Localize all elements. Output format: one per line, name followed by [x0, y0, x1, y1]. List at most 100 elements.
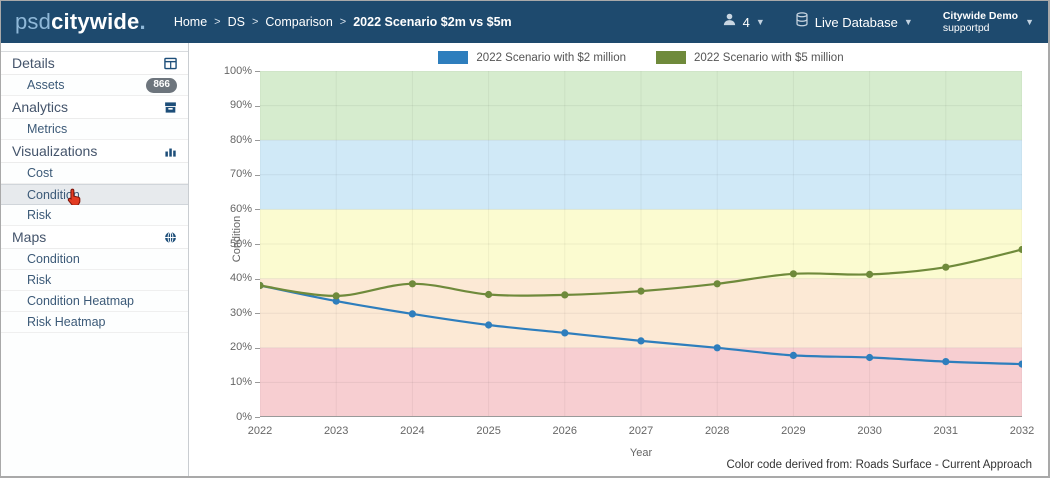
y-tick-mark — [255, 71, 260, 72]
x-tick-label: 2027 — [628, 425, 654, 437]
sidebar-item-label: Condition Heatmap — [27, 294, 135, 308]
data-point[interactable] — [485, 321, 493, 329]
person-icon — [722, 12, 737, 32]
condition-band — [260, 209, 1022, 279]
users-dropdown[interactable]: 4 ▼ — [722, 12, 765, 32]
condition-band — [260, 71, 1022, 141]
sidebar: Details Assets 866 Analytics Metrics Visualiz… — [1, 43, 189, 476]
x-tick-label: 2022 — [247, 425, 273, 437]
chevron-down-icon: ▼ — [903, 16, 913, 27]
x-tick-label: 2025 — [476, 425, 501, 437]
sidebar-item-assets[interactable]: Assets 866 — [1, 75, 188, 96]
y-tick-label: 0% — [236, 410, 252, 423]
chart-plot — [256, 70, 1026, 418]
breadcrumb-link[interactable]: Home — [173, 15, 208, 29]
y-tick-mark — [255, 382, 260, 384]
y-tick-label: 100% — [223, 64, 252, 77]
database-icon — [795, 12, 809, 32]
chart-panel: 2022 Scenario with $2 million 2022 Scenar… — [190, 43, 1048, 476]
y-tick-label: 50% — [229, 237, 252, 250]
data-point[interactable] — [561, 291, 569, 299]
sidebar-section-label: Maps — [12, 229, 47, 245]
y-tick-mark — [255, 417, 260, 418]
data-point[interactable] — [332, 292, 340, 300]
y-tick-label: 60% — [229, 202, 252, 215]
top-navbar: psdcitywide. Home > DS > Comparison >2022 Sce… — [1, 1, 1048, 43]
y-tick-mark — [255, 105, 260, 107]
sidebar-item-label: Assets — [27, 78, 65, 92]
sidebar-item-cost[interactable]: Cost — [1, 163, 188, 184]
color-code-note: Color code derived from: Roads Surface -… — [726, 459, 1032, 471]
table-icon — [164, 57, 177, 70]
breadcrumb-link[interactable]: Comparison — [265, 15, 333, 29]
x-tick-label: 2028 — [704, 425, 730, 437]
y-tick-mark — [255, 347, 260, 349]
sidebar-item-condition[interactable]: Condition — [1, 249, 188, 270]
data-point[interactable] — [942, 263, 950, 271]
database-dropdown[interactable]: Live Database ▼ — [795, 12, 913, 32]
data-point[interactable] — [789, 270, 798, 278]
sidebar-item-label: Risk — [27, 208, 52, 222]
user-count: 4 — [742, 14, 750, 30]
legend-label: 2022 Scenario with $5 million — [694, 51, 844, 64]
asset-count-badge: 866 — [146, 77, 177, 93]
breadcrumb: Home > DS > Comparison >2022 Scenario $2m vs … — [174, 15, 512, 29]
x-axis-title: Year — [629, 447, 653, 459]
sidebar-section-details[interactable]: Details — [1, 52, 188, 75]
database-label: Live Database — [814, 14, 898, 30]
data-point[interactable] — [866, 270, 874, 278]
sidebar-item-risk[interactable]: Risk — [1, 205, 188, 226]
y-tick-label: 80% — [229, 133, 252, 146]
sidebar-item-condition-heatmap[interactable]: Condition Heatmap — [1, 291, 188, 312]
account-user: supportpd — [942, 22, 990, 34]
sidebar-section-maps[interactable]: Maps — [1, 226, 188, 249]
data-point[interactable] — [408, 280, 416, 288]
data-point[interactable] — [408, 310, 416, 318]
chevron-down-icon: ▼ — [755, 16, 765, 27]
y-tick-mark — [255, 209, 260, 211]
sidebar-item-label: Risk Heatmap — [27, 315, 106, 329]
sidebar-section-analytics[interactable]: Analytics — [1, 96, 188, 119]
x-tick-label: 2026 — [552, 425, 578, 437]
data-point[interactable] — [561, 329, 569, 337]
sidebar-section-label: Details — [12, 55, 55, 71]
data-point[interactable] — [485, 290, 493, 299]
data-point[interactable] — [942, 358, 950, 366]
x-tick-label: 2031 — [933, 425, 959, 437]
sidebar-item-label: Condition — [27, 187, 80, 202]
breadcrumb-current: 2022 Scenario $2m vs $5m — [353, 15, 512, 29]
sidebar-section-label: Analytics — [12, 99, 69, 115]
globe-icon — [164, 231, 177, 244]
psd-citywide-logo[interactable]: psdcitywide. — [15, 9, 146, 34]
data-point[interactable] — [332, 297, 340, 305]
sidebar-section-visualizations[interactable]: Visualizations — [1, 140, 188, 163]
data-point[interactable] — [866, 353, 874, 362]
archive-icon — [164, 101, 177, 114]
data-point[interactable] — [713, 280, 721, 288]
data-point[interactable] — [713, 344, 721, 352]
sidebar-item-label: Risk — [27, 273, 52, 287]
y-tick-label: 30% — [229, 306, 252, 319]
breadcrumb-separator: > — [339, 16, 347, 28]
sidebar-spacer — [1, 43, 188, 52]
sidebar-item-metrics[interactable]: Metrics — [1, 119, 188, 140]
data-point[interactable] — [637, 337, 645, 345]
legend-item[interactable]: 2022 Scenario with $5 million — [656, 51, 844, 64]
sidebar-item-label: Cost — [27, 166, 53, 180]
breadcrumb-separator: > — [214, 16, 221, 28]
sidebar-item-risk-heatmap[interactable]: Risk Heatmap — [1, 312, 188, 333]
x-tick-label: 2023 — [323, 425, 349, 437]
data-point[interactable] — [637, 287, 645, 295]
x-tick-label: 2030 — [857, 425, 882, 437]
breadcrumb-separator: > — [251, 16, 259, 28]
y-tick-label: 70% — [229, 168, 252, 181]
legend-swatch — [438, 51, 469, 64]
bar-chart-icon — [164, 145, 177, 158]
sidebar-item-risk[interactable]: Risk — [1, 270, 188, 291]
legend-item[interactable]: 2022 Scenario with $2 million — [438, 51, 626, 64]
account-dropdown[interactable]: Citywide Demo supportpd ▼ — [943, 10, 1034, 34]
breadcrumb-link[interactable]: DS — [227, 15, 245, 29]
y-tick-mark — [255, 313, 260, 315]
sidebar-item-condition[interactable]: Condition — [1, 184, 188, 206]
data-point[interactable] — [789, 351, 798, 359]
